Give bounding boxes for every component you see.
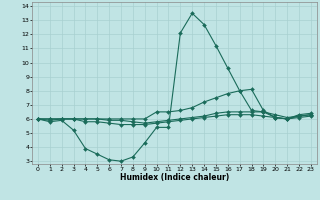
X-axis label: Humidex (Indice chaleur): Humidex (Indice chaleur) xyxy=(120,173,229,182)
